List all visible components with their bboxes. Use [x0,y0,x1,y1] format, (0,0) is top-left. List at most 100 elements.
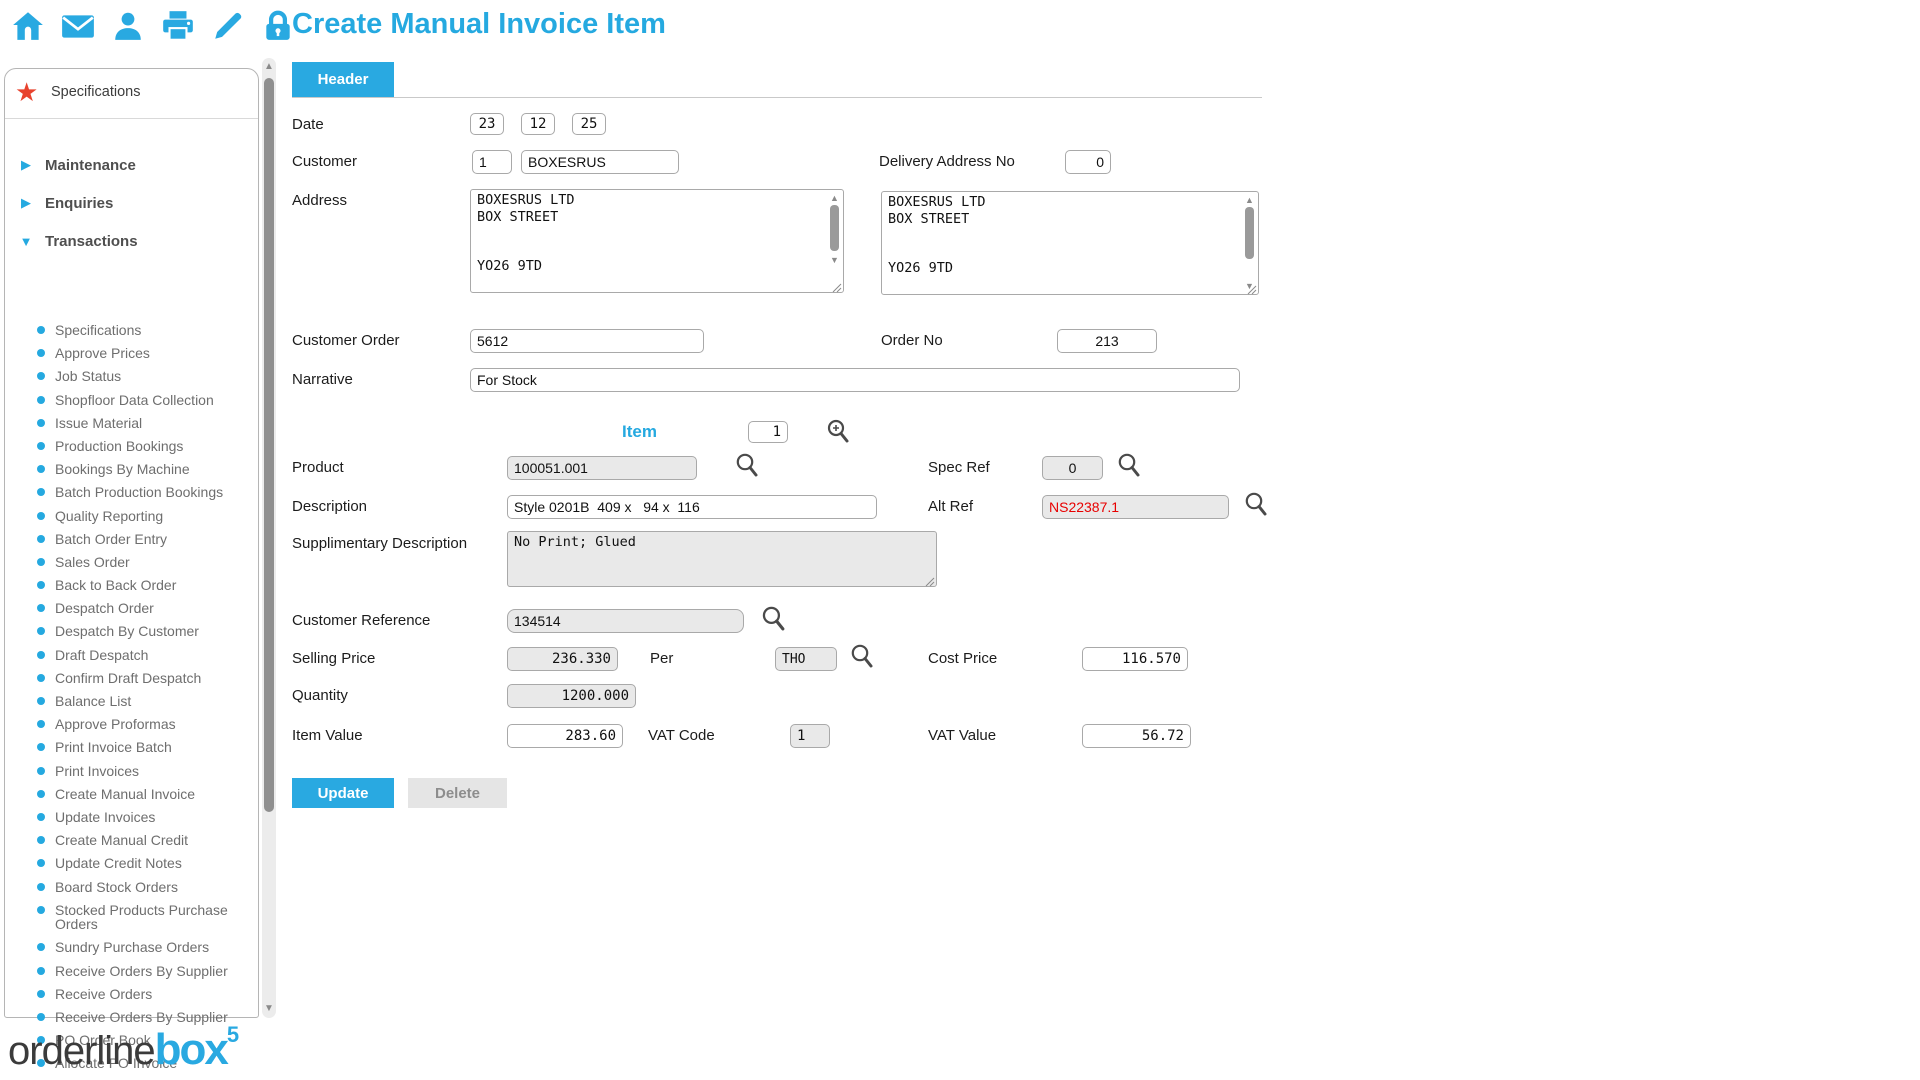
sidebar-item-print-invoice-batch[interactable]: Print Invoice Batch [21,740,249,755]
customer-reference-search-icon[interactable] [760,605,786,631]
scroll-down-icon[interactable]: ▼ [1245,281,1254,291]
sidebar-item-label: Batch Order Entry [55,530,168,547]
date-year-field[interactable] [572,113,606,135]
lock-icon[interactable] [260,8,296,44]
scroll-down-icon[interactable]: ▼ [264,1003,274,1014]
sidebar-item-specifications[interactable]: Specifications [21,323,249,338]
sidebar-item-receive-orders-by-supplier[interactable]: Receive Orders By Supplier [21,963,249,979]
sidebar-item-shopfloor-data-collection[interactable]: Shopfloor Data Collection [21,392,249,408]
customer-order-field[interactable] [470,329,704,353]
spec-ref-search-icon[interactable] [1116,452,1142,478]
selling-price-field[interactable] [507,647,618,671]
resize-grip-icon[interactable] [831,280,842,293]
scroll-up-icon[interactable]: ▲ [1245,195,1254,205]
sidebar-item-quality-reporting[interactable]: Quality Reporting [21,508,249,524]
mail-icon[interactable] [60,8,96,44]
sidebar-section-enquiries[interactable]: ▶ Enquiries [21,194,114,212]
item-number-field[interactable] [748,421,788,443]
supplementary-description-textarea[interactable]: No Print; Glued [507,531,937,587]
sidebar-section-transactions[interactable]: ▼ Transactions [19,232,138,250]
bullet-icon [37,534,45,543]
scroll-down-icon[interactable]: ▼ [830,255,839,265]
sidebar-section-maintenance[interactable]: ▶ Maintenance [21,156,136,174]
sidebar-item-allocate-po-invoice[interactable]: Allocate PO Invoice [21,1056,249,1071]
sidebar-item-production-bookings[interactable]: Production Bookings [21,439,249,454]
resize-grip-icon[interactable] [924,574,935,587]
zoom-in-icon[interactable] [825,418,851,444]
favorite-row[interactable]: ★ Specifications [5,69,258,119]
quantity-field[interactable] [507,684,636,708]
description-field[interactable] [507,495,877,519]
delivery-address-no-field[interactable] [1065,150,1111,174]
sidebar-item-sundry-purchase-orders[interactable]: Sundry Purchase Orders [21,940,249,955]
product-search-icon[interactable] [734,452,760,478]
vat-value-field[interactable] [1082,724,1191,748]
vat-code-field[interactable] [790,724,830,748]
textarea-scrollbar[interactable]: ▲ ▼ [1243,194,1256,292]
cost-price-field[interactable] [1082,647,1188,671]
user-icon[interactable] [110,8,146,44]
sidebar-item-print-invoices[interactable]: Print Invoices [21,763,249,779]
textarea-scrollbar[interactable]: ▲ ▼ [828,192,841,290]
resize-grip-icon[interactable] [1246,282,1257,295]
sidebar-item-back-to-back-order[interactable]: Back to Back Order [21,578,249,593]
sidebar-item-balance-list[interactable]: Balance List [21,694,249,709]
sidebar-item-draft-despatch[interactable]: Draft Despatch [21,647,249,663]
printer-icon[interactable] [160,8,196,44]
alt-ref-search-icon[interactable] [1243,491,1269,517]
sidebar-item-batch-order-entry[interactable]: Batch Order Entry [21,530,249,547]
sidebar-item-despatch-order[interactable]: Despatch Order [21,601,249,616]
invoice-address-textarea[interactable]: BOXESRUS LTD BOX STREET YO26 9TD ▲ ▼ [470,189,844,293]
product-field[interactable] [507,456,697,480]
sidebar-item-job-status[interactable]: Job Status [21,369,249,384]
customer-code-field[interactable] [472,150,512,174]
date-month-field[interactable] [521,113,555,135]
sidebar-item-approve-proformas[interactable]: Approve Proformas [21,717,249,732]
bullet-icon [37,627,45,636]
scrollbar-thumb[interactable] [1245,207,1254,259]
sidebar-item-despatch-by-customer[interactable]: Despatch By Customer [21,624,249,639]
per-search-icon[interactable] [849,643,875,669]
delete-button[interactable]: Delete [408,778,507,808]
sidebar-item-receive-orders-by-supplier[interactable]: Receive Orders By Supplier [21,1010,249,1025]
sidebar-menu: Specifications Approve Prices Job Status Sh… [21,323,249,1080]
sidebar-item-stocked-products-purchase-orders[interactable]: Stocked Products Purchase Orders [21,902,249,932]
scroll-up-icon[interactable]: ▲ [830,193,839,203]
sidebar-item-confirm-draft-despatch[interactable]: Confirm Draft Despatch [21,671,249,686]
sidebar-item-approve-prices[interactable]: Approve Prices [21,346,249,361]
sidebar-item-receive-orders[interactable]: Receive Orders [21,987,249,1002]
narrative-field[interactable] [470,368,1240,392]
sidebar-item-bookings-by-machine[interactable]: Bookings By Machine [21,462,249,477]
sidebar-item-create-manual-invoice[interactable]: Create Manual Invoice [21,786,249,802]
scrollbar-thumb[interactable] [264,78,274,812]
sidebar-sections: ▶ Maintenance ▶ Enquiries ▼ Transactions [19,153,239,267]
sidebar-item-create-manual-credit[interactable]: Create Manual Credit [21,833,249,848]
vat-code-label: VAT Code [648,727,715,744]
sidebar-item-label: Despatch Order [55,600,154,617]
sidebar-item-update-invoices[interactable]: Update Invoices [21,810,249,825]
pencil-icon[interactable] [210,8,246,44]
sidebar-item-issue-material[interactable]: Issue Material [21,415,249,431]
home-icon[interactable] [10,8,46,44]
delivery-address-textarea[interactable]: BOXESRUS LTD BOX STREET YO26 9TD ▲ ▼ [881,191,1259,295]
date-day-field[interactable] [470,113,504,135]
tab-header[interactable]: Header [292,62,394,97]
customer-reference-field[interactable] [507,609,744,633]
sidebar-item-board-stock-orders[interactable]: Board Stock Orders [21,879,249,895]
sidebar-item-batch-production-bookings[interactable]: Batch Production Bookings [21,485,249,500]
spec-ref-field[interactable] [1042,456,1103,480]
update-button[interactable]: Update [292,778,394,808]
sidebar-item-sales-order[interactable]: Sales Order [21,555,249,570]
scroll-up-icon[interactable]: ▲ [264,61,274,72]
alt-ref-field[interactable] [1042,495,1229,519]
sidebar-item-label: Bookings By Machine [55,461,190,478]
sidebar-scrollbar[interactable]: ▲ ▼ [262,58,276,1018]
sidebar-item-update-credit-notes[interactable]: Update Credit Notes [21,856,249,871]
customer-name-field[interactable] [521,150,679,174]
per-field[interactable] [775,647,837,671]
item-value-field[interactable] [507,724,623,748]
order-no-field[interactable] [1057,329,1157,353]
sidebar-item-po-order-book[interactable]: PO Order Book [21,1033,249,1048]
scrollbar-thumb[interactable] [830,205,839,251]
bullet-icon [37,372,45,381]
